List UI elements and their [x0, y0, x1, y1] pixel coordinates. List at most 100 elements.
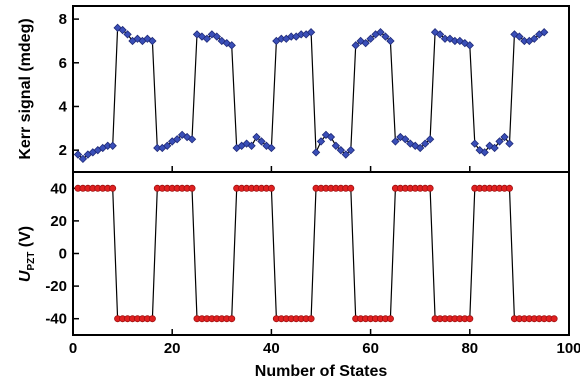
kerr-data-point [257, 137, 266, 146]
voltage-data-point [228, 315, 236, 323]
voltage-data-point [109, 184, 117, 192]
kerr-y-tick-label: 4 [59, 98, 68, 115]
kerr-data-point [505, 139, 514, 148]
x-tick-label: 60 [362, 340, 379, 357]
kerr-y-axis-title: Kerr signal (mdeg) [17, 18, 34, 159]
kerr-data-point [406, 139, 415, 148]
kerr-series-line [77, 26, 545, 160]
kerr-data-point [321, 130, 331, 140]
kerr-data-point [143, 34, 152, 43]
kerr-markers [73, 23, 549, 164]
kerr-y-tick-label: 8 [59, 11, 67, 28]
x-tick-label: 80 [461, 340, 478, 357]
voltage-data-point [505, 184, 513, 192]
kerr-data-point [470, 139, 479, 148]
x-axis-title: Number of States [255, 363, 388, 380]
voltage-y-axis-title: UPZT (V) [17, 226, 37, 282]
voltage-data-point [347, 184, 355, 192]
kerr-data-point [515, 32, 524, 41]
kerr-data-point [386, 36, 395, 46]
kerr-data-point [202, 34, 212, 43]
voltage-connector [78, 187, 555, 320]
kerr-data-point [163, 141, 172, 150]
voltage-y-ticks: 40 20 0 -20 -40 [45, 180, 79, 328]
kerr-data-point [311, 148, 321, 157]
kerr-data-point [227, 41, 236, 50]
voltage-plot-frame [72, 171, 570, 336]
voltage-series-line [78, 187, 555, 320]
kerr-data-point [411, 141, 420, 150]
kerr-data-point [187, 135, 197, 144]
kerr-data-point [341, 150, 350, 159]
kerr-data-point [381, 32, 390, 41]
x-tick-label: 100 [556, 340, 580, 357]
voltage-y-tick-label: -20 [45, 278, 67, 295]
x-axis-ticks: 0 20 40 60 80 100 [69, 166, 580, 357]
kerr-data-point [267, 143, 276, 153]
kerr-data-point [351, 41, 360, 50]
kerr-data-point [316, 137, 326, 146]
kerr-data-point [425, 135, 435, 144]
kerr-data-point [500, 132, 509, 142]
kerr-data-point [530, 34, 539, 43]
kerr-y-tick-label: 2 [59, 142, 67, 159]
x-tick-label: 40 [263, 340, 280, 357]
kerr-data-point [460, 38, 470, 48]
kerr-data-point [480, 148, 489, 157]
kerr-data-point [465, 41, 474, 50]
kerr-data-point [495, 137, 504, 146]
kerr-data-point [123, 30, 132, 39]
kerr-data-point [366, 34, 375, 43]
voltage-y-tick-label: 20 [50, 213, 67, 230]
kerr-data-point [445, 34, 455, 43]
voltage-data-point [148, 315, 156, 323]
kerr-data-point [540, 28, 549, 37]
kerr-data-point [376, 28, 385, 37]
kerr-data-point [108, 141, 117, 150]
kerr-data-point [306, 28, 316, 37]
kerr-data-point [133, 34, 142, 43]
kerr-data-point [118, 25, 127, 35]
kerr-data-point [247, 141, 256, 150]
voltage-y-axis-subscript: PZT [26, 252, 37, 271]
x-tick-label: 0 [69, 340, 77, 357]
voltage-markers [74, 184, 558, 323]
kerr-y-ticks: 2 4 6 8 [59, 11, 79, 159]
kerr-data-point [401, 135, 410, 144]
voltage-y-tick-label: 0 [59, 246, 67, 263]
voltage-data-point [188, 184, 196, 192]
voltage-y-tick-label: 40 [50, 180, 67, 197]
voltage-y-axis-unit: (V) [17, 226, 34, 252]
kerr-data-point [490, 143, 499, 153]
kerr-data-point [391, 137, 400, 146]
kerr-data-point [420, 139, 430, 148]
kerr-data-point [326, 132, 336, 142]
kerr-data-point [435, 30, 445, 39]
kerr-data-point [212, 32, 222, 41]
kerr-y-tick-label: 6 [59, 55, 67, 72]
voltage-y-tick-label: -40 [45, 311, 67, 328]
kerr-data-point [148, 36, 157, 46]
kerr-data-point [172, 135, 182, 144]
kerr-data-point [430, 28, 440, 37]
x-tick-label: 20 [164, 340, 181, 357]
kerr-data-point [396, 132, 405, 142]
kerr-data-point [416, 143, 425, 153]
kerr-data-point [336, 145, 346, 155]
kerr-data-point [475, 145, 484, 155]
voltage-y-axis-symbol: U [17, 270, 34, 282]
voltage-data-point [267, 184, 275, 192]
voltage-data-point [426, 184, 434, 192]
kerr-connector [77, 26, 545, 160]
voltage-data-point [550, 315, 558, 323]
kerr-data-point [331, 141, 341, 150]
kerr-data-point [113, 23, 122, 33]
kerr-data-point [361, 38, 370, 48]
kerr-data-point [346, 145, 355, 155]
voltage-data-point [307, 315, 315, 323]
kerr-data-point [78, 154, 88, 164]
voltage-data-point [386, 315, 394, 323]
kerr-data-point [252, 132, 261, 142]
voltage-data-point [466, 315, 474, 323]
